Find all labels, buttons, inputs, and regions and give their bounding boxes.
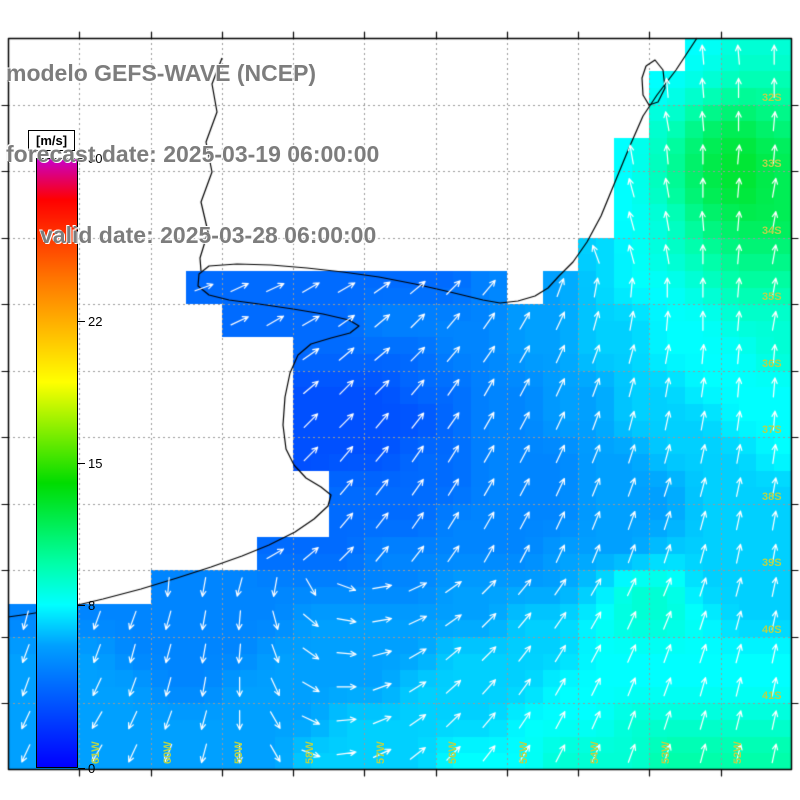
lat-label: 37S — [762, 424, 782, 437]
lat-label: 38S — [762, 490, 782, 503]
colorbar-tick — [78, 320, 85, 322]
lon-label: 56W — [446, 741, 459, 764]
colorbar-tick — [78, 605, 85, 607]
colorbar-tick-label: 0 — [88, 761, 96, 776]
title-model: modelo GEFS-WAVE (NCEP) — [6, 60, 317, 86]
lon-label: 55W — [517, 741, 530, 764]
colorbar-tick-label: 30 — [88, 151, 103, 166]
lon-label: 60W — [161, 741, 174, 764]
colorbar-unit-label: [m/s] — [28, 130, 76, 151]
colorbar-tick-label: 22 — [88, 313, 103, 329]
colorbar-tick — [78, 463, 85, 464]
lon-label: 59W — [232, 741, 245, 764]
title-block: modelo GEFS-WAVE (NCEP) forecast date: 2… — [6, 6, 379, 303]
lon-label: 54W — [589, 741, 602, 764]
colorbar-tick-label: 8 — [88, 598, 96, 614]
lat-label: 36S — [762, 357, 782, 370]
colorbar-gradient — [36, 158, 78, 768]
lat-label: 32S — [762, 91, 782, 104]
lat-label: 35S — [762, 291, 782, 304]
lon-label: 53W — [660, 741, 673, 764]
colorbar-tick — [78, 768, 85, 769]
lat-label: 39S — [762, 557, 782, 570]
lon-label: 57W — [375, 741, 388, 764]
colorbar-tick — [78, 158, 85, 159]
lat-label: 41S — [762, 690, 782, 703]
lat-label: 40S — [762, 623, 782, 636]
title-valid-date: valid date: 2025-03-28 06:00:00 — [40, 222, 377, 248]
lon-label: 52W — [731, 741, 744, 764]
lat-label: 34S — [762, 224, 782, 237]
colorbar-tick-label: 15 — [88, 456, 103, 471]
lon-label: 58W — [304, 741, 317, 764]
title-forecast-date: forecast date: 2025-03-19 06:00:00 — [6, 141, 380, 167]
lat-label: 33S — [762, 158, 782, 171]
